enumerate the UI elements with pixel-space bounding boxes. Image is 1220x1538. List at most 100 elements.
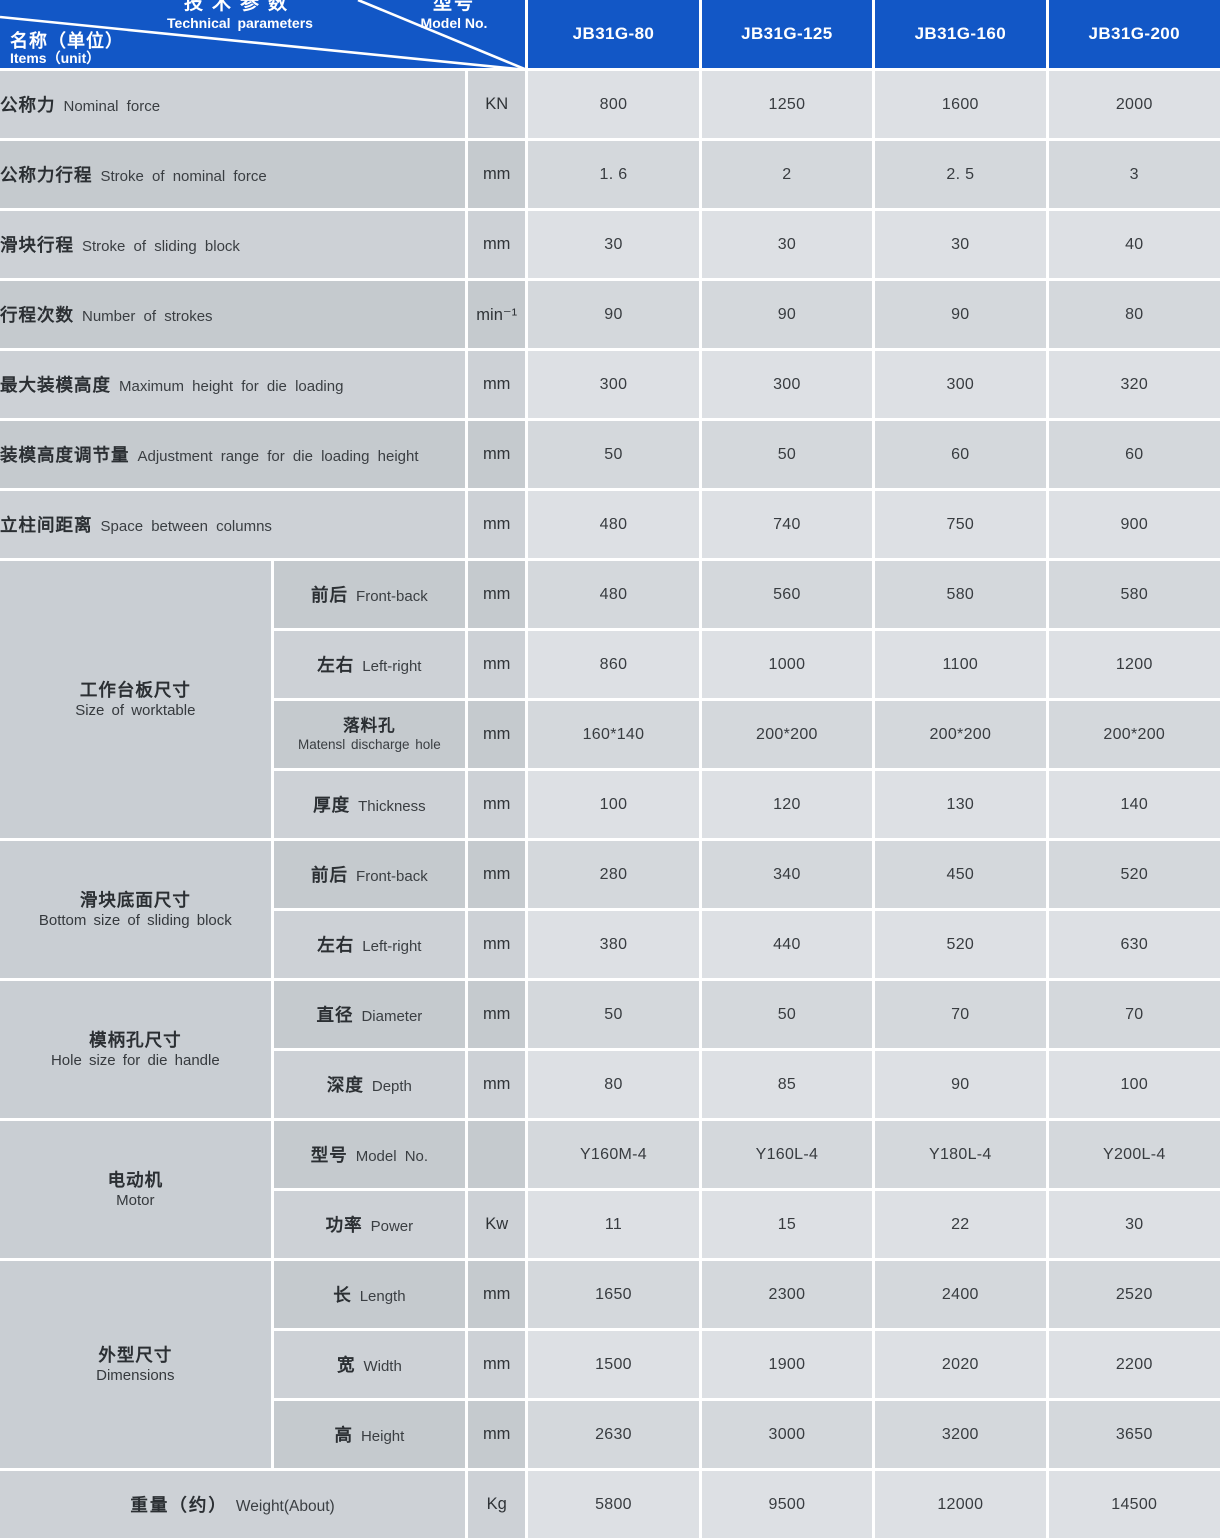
label-en: Front-back (356, 588, 428, 605)
value-cell: 30 (1045, 1188, 1220, 1261)
value-cell: 14500 (1045, 1468, 1220, 1538)
value-cell: 50 (525, 418, 702, 491)
sub-label: 落料孔 Matensl discharge hole (270, 698, 469, 771)
value-cell: 80 (1045, 278, 1220, 351)
value-cell: 800 (525, 68, 702, 141)
row-stroke-of-sliding-block: 滑块行程 Stroke of sliding block mm 30 30 30 … (0, 208, 1220, 281)
group-zh: 外型尺寸 (98, 1345, 173, 1365)
corner-model-zh: 型号 (432, 0, 475, 15)
value-cell: 80 (525, 1048, 702, 1121)
value-cell: 22 (872, 1188, 1049, 1261)
value-cell: 450 (872, 838, 1049, 911)
group-en: Motor (116, 1192, 155, 1209)
value-cell: 160*140 (525, 698, 702, 771)
value-cell: 520 (1045, 838, 1220, 911)
value-cell: 70 (872, 978, 1049, 1051)
value-cell: 3650 (1045, 1398, 1220, 1471)
label-zh: 前后 (311, 865, 349, 885)
unit-cell: mm (465, 628, 529, 701)
label-zh: 厚度 (313, 795, 351, 815)
label-en: Model No. (355, 1148, 429, 1165)
row-label: 行程次数 Number of strokes (0, 278, 469, 351)
label-en: Front-back (356, 868, 428, 885)
sub-label: 前后 Front-back (270, 838, 469, 911)
unit-cell: mm (465, 1048, 529, 1121)
group-label-sliding-block: 滑块底面尺寸 Bottom size of sliding block (0, 838, 274, 981)
unit-cell: mm (465, 1258, 529, 1331)
row-worktable-left-right: 左右 Left-right mm 860 1000 1100 1200 (0, 628, 1220, 701)
row-nominal-force: 公称力 Nominal force KN 800 1250 1600 2000 (0, 68, 1220, 141)
row-die-handle-diameter: 模柄孔尺寸 Hole size for die handle 直径 Diamete… (0, 978, 1220, 1121)
value-cell: 2630 (525, 1398, 702, 1471)
value-cell: 11 (525, 1188, 702, 1261)
unit-cell: mm (465, 138, 529, 211)
label-zh: 滑块行程 (0, 235, 74, 255)
value-cell: 100 (1045, 1048, 1220, 1121)
label-zh: 立柱间距离 (0, 515, 93, 535)
header-row: 技术参数 Technical parameters 型号 Model No. 名… (0, 0, 1220, 71)
value-cell: 90 (525, 278, 702, 351)
value-cell: 380 (525, 908, 702, 981)
value-cell: 30 (525, 208, 702, 281)
label-zh: 长 (333, 1285, 352, 1305)
label-zh: 型号 (310, 1145, 348, 1165)
unit-cell: mm (465, 558, 529, 631)
label-zh: 左右 (317, 655, 355, 675)
value-cell: 750 (872, 488, 1049, 561)
corner-tech-zh: 技术参数 (183, 0, 296, 15)
corner-model-no: 型号 Model No. (390, 0, 518, 31)
value-cell: 740 (698, 488, 876, 561)
value-cell: 70 (1045, 978, 1220, 1051)
unit-cell: mm (465, 418, 529, 491)
group-en: Bottom size of sliding block (38, 912, 232, 929)
row-space-between-columns: 立柱间距离 Space between columns mm 480 740 75… (0, 488, 1220, 561)
column-header-jb31g-160: JB31G-160 (872, 0, 1049, 71)
row-label: 滑块行程 Stroke of sliding block (0, 208, 469, 281)
value-cell: 50 (525, 978, 702, 1051)
value-cell: 580 (1045, 558, 1220, 631)
unit-cell: mm (465, 348, 529, 421)
unit-cell: mm (465, 838, 529, 911)
value-cell: 560 (698, 558, 876, 631)
value-cell: 90 (872, 278, 1049, 351)
value-cell: 2. 5 (872, 138, 1049, 211)
value-cell: 30 (872, 208, 1049, 281)
value-cell: 60 (872, 418, 1049, 491)
value-cell: 520 (872, 908, 1049, 981)
diagonal-divider-lines (1, 1, 522, 67)
label-zh: 左右 (317, 935, 355, 955)
sub-label: 宽 Width (270, 1328, 469, 1401)
value-cell: 1650 (525, 1258, 702, 1331)
label-zh: 落料孔 (343, 717, 396, 735)
value-cell: 300 (525, 348, 702, 421)
unit-cell: mm (465, 208, 529, 281)
value-cell: 60 (1045, 418, 1220, 491)
row-overall-length: 外型尺寸 Dimensions 长 Length mm 1650 2300 240… (0, 1258, 1220, 1471)
value-cell: 1100 (872, 628, 1049, 701)
unit-cell: KN (465, 68, 529, 141)
value-cell: 860 (525, 628, 702, 701)
value-cell: 440 (698, 908, 876, 981)
corner-items-en: Items（unit） (10, 50, 101, 67)
unit-cell (465, 1118, 529, 1191)
value-cell: 15 (698, 1188, 876, 1261)
group-zh: 模柄孔尺寸 (89, 1030, 182, 1050)
label-zh: 前后 (311, 585, 349, 605)
sub-label: 深度 Depth (270, 1048, 469, 1121)
corner-tech-en: Technical parameters (167, 14, 313, 31)
label-zh: 深度 (326, 1075, 364, 1095)
value-cell: 1900 (698, 1328, 876, 1401)
value-cell: 1500 (525, 1328, 702, 1401)
sub-label: 型号 Model No. (270, 1118, 469, 1191)
row-overall-height: 高 Height mm 2630 3000 3200 3650 (0, 1398, 1220, 1471)
label-en: Space between columns (100, 518, 272, 535)
value-cell: 900 (1045, 488, 1220, 561)
sub-label: 左右 Left-right (270, 908, 469, 981)
label-en: Weight(About) (235, 1498, 335, 1515)
label-zh: 行程次数 (0, 305, 74, 325)
label-zh: 重量（约） (130, 1495, 228, 1515)
sub-label: 直径 Diameter (270, 978, 469, 1051)
group-label-die-handle-hole: 模柄孔尺寸 Hole size for die handle (0, 978, 274, 1121)
value-cell: 3000 (698, 1398, 876, 1471)
